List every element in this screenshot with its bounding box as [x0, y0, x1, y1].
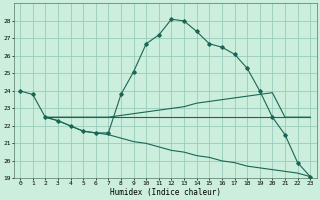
X-axis label: Humidex (Indice chaleur): Humidex (Indice chaleur)	[110, 188, 220, 197]
